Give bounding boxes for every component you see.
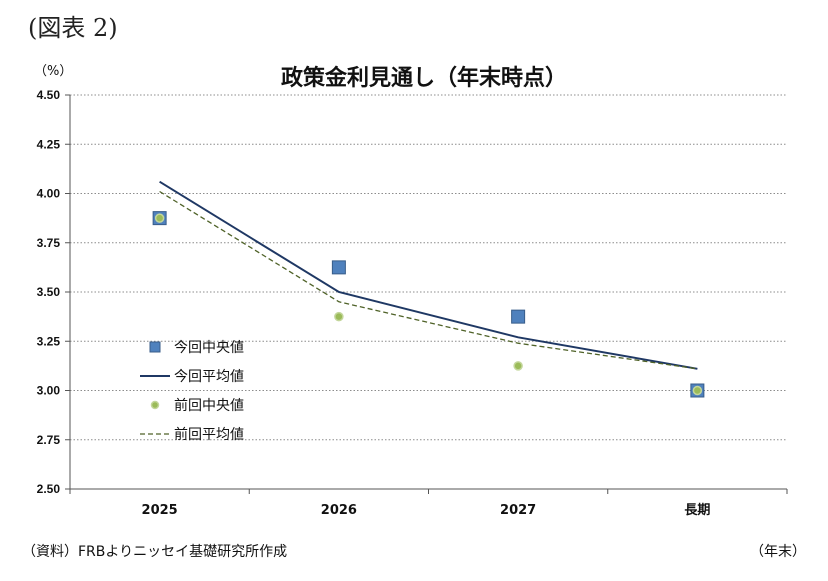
x-tick-label: 2026	[321, 503, 357, 518]
series-line	[159, 190, 698, 370]
legend-label: 今回平均値	[174, 369, 244, 385]
y-tick-label: 3.00	[37, 384, 61, 398]
circle-marker	[334, 311, 344, 322]
circle-marker	[513, 361, 523, 371]
legend-label: 今回中央値	[174, 340, 244, 356]
source-note: （資料）FRBよりニッセイ基礎研究所作成	[22, 544, 288, 560]
legend-swatch-circle	[150, 400, 160, 410]
x-tick-label: 2027	[500, 503, 536, 518]
axes	[65, 94, 788, 494]
square-marker	[331, 260, 346, 275]
x-tick-label: 2025	[142, 503, 178, 518]
gridlines	[70, 94, 787, 441]
series-line	[159, 180, 698, 370]
legend-item: 前回中央値	[150, 397, 244, 414]
square-marker	[511, 309, 526, 324]
x-axis-unit: （年末）	[750, 544, 806, 560]
y-tick-labels: 4.50 4.25 4.00 3.75 3.50 3.25 3.00 2.75 2.50	[37, 88, 61, 496]
legend-label: 前回平均値	[174, 426, 244, 443]
series-lines	[159, 180, 698, 370]
circle-marker	[154, 213, 165, 223]
y-tick-label: 3.75	[37, 236, 61, 250]
y-axis-unit: （%）	[34, 64, 73, 79]
circle-marker	[692, 385, 703, 396]
legend-item: 今回平均値	[140, 369, 244, 385]
y-tick-label: 3.50	[37, 285, 61, 299]
y-tick-label: 4.50	[37, 88, 61, 102]
y-tick-label: 2.50	[37, 482, 61, 496]
legend-item: 今回中央値	[149, 340, 244, 356]
legend-label: 前回中央値	[174, 397, 244, 414]
figure-label: (図表 2)	[28, 14, 118, 42]
y-tick-label: 2.75	[37, 433, 61, 447]
legend-swatch-square	[149, 341, 161, 353]
y-tick-label: 3.25	[37, 334, 61, 348]
x-tick-labels: 2025 2026 2027 長期	[142, 503, 711, 518]
legend-item: 前回平均値	[140, 426, 244, 443]
y-tick-label: 4.00	[37, 187, 61, 201]
series-markers	[152, 211, 705, 398]
chart-title: 政策金利見通し（年末時点）	[280, 66, 567, 91]
x-tick-label: 長期	[684, 503, 710, 518]
y-tick-label: 4.25	[37, 137, 61, 151]
